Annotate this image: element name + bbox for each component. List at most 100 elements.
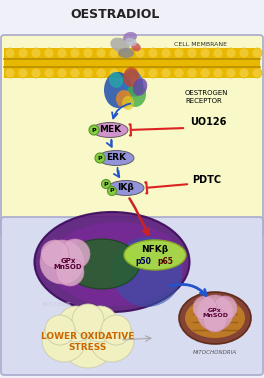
Bar	[4, 48, 260, 78]
Circle shape	[83, 68, 93, 78]
Circle shape	[5, 68, 15, 78]
Circle shape	[70, 68, 80, 78]
Text: GPx
MnSOD: GPx MnSOD	[202, 308, 228, 318]
Circle shape	[60, 312, 116, 368]
Text: P: P	[98, 155, 102, 161]
Ellipse shape	[109, 72, 123, 88]
Circle shape	[57, 48, 67, 58]
Ellipse shape	[98, 150, 134, 166]
Circle shape	[135, 48, 145, 58]
Text: ERK: ERK	[106, 153, 126, 163]
Circle shape	[96, 48, 106, 58]
Circle shape	[82, 306, 118, 342]
Circle shape	[58, 306, 94, 342]
Circle shape	[18, 68, 28, 78]
Ellipse shape	[112, 237, 182, 307]
Circle shape	[252, 48, 262, 58]
Circle shape	[60, 239, 90, 269]
Circle shape	[135, 68, 145, 78]
Ellipse shape	[123, 32, 137, 42]
Circle shape	[5, 48, 15, 58]
Circle shape	[18, 48, 28, 58]
Ellipse shape	[64, 239, 139, 289]
Ellipse shape	[118, 48, 134, 58]
Circle shape	[148, 68, 158, 78]
Text: P: P	[92, 127, 96, 133]
Ellipse shape	[124, 240, 186, 270]
Circle shape	[200, 48, 210, 58]
Circle shape	[109, 48, 119, 58]
Circle shape	[187, 68, 197, 78]
Circle shape	[70, 48, 80, 58]
Text: PDTC: PDTC	[192, 175, 221, 185]
Ellipse shape	[126, 83, 146, 107]
Circle shape	[96, 68, 106, 78]
Circle shape	[161, 68, 171, 78]
Circle shape	[41, 240, 69, 268]
Circle shape	[187, 48, 197, 58]
Text: OESTROGEN
RECEPTOR: OESTROGEN RECEPTOR	[185, 90, 229, 104]
Circle shape	[31, 68, 41, 78]
Ellipse shape	[179, 292, 251, 344]
Circle shape	[31, 48, 41, 58]
Circle shape	[83, 48, 93, 58]
Circle shape	[226, 68, 236, 78]
Ellipse shape	[185, 298, 245, 338]
Circle shape	[161, 48, 171, 58]
Circle shape	[95, 153, 105, 163]
Circle shape	[90, 318, 134, 362]
Circle shape	[40, 240, 84, 284]
Ellipse shape	[123, 67, 139, 87]
Circle shape	[174, 68, 184, 78]
Ellipse shape	[110, 37, 130, 53]
Text: LOWER OXIDATIVE
STRESS: LOWER OXIDATIVE STRESS	[41, 332, 135, 352]
Text: NFKβ: NFKβ	[142, 245, 168, 254]
Ellipse shape	[35, 212, 190, 312]
Ellipse shape	[131, 43, 141, 51]
Circle shape	[203, 308, 227, 332]
Text: MEK: MEK	[99, 125, 121, 135]
Circle shape	[89, 125, 99, 135]
Text: NUCLEUS: NUCLEUS	[42, 302, 72, 307]
Circle shape	[226, 48, 236, 58]
Circle shape	[200, 68, 210, 78]
Circle shape	[197, 295, 233, 331]
Circle shape	[252, 68, 262, 78]
Circle shape	[239, 48, 249, 58]
Circle shape	[193, 296, 217, 320]
Circle shape	[174, 48, 184, 58]
Text: p50: p50	[135, 257, 151, 265]
Circle shape	[239, 68, 249, 78]
FancyBboxPatch shape	[1, 217, 263, 375]
Text: OESTRADIOL: OESTRADIOL	[70, 8, 160, 20]
Circle shape	[44, 68, 54, 78]
Text: MITOCHONDRIA: MITOCHONDRIA	[193, 350, 237, 355]
Circle shape	[122, 68, 132, 78]
Circle shape	[107, 186, 116, 195]
Circle shape	[72, 304, 104, 336]
FancyBboxPatch shape	[1, 35, 263, 236]
Circle shape	[109, 68, 119, 78]
Ellipse shape	[108, 181, 144, 195]
Circle shape	[148, 48, 158, 58]
Ellipse shape	[125, 38, 137, 46]
Circle shape	[213, 48, 223, 58]
Ellipse shape	[122, 96, 134, 110]
Circle shape	[213, 296, 237, 320]
Circle shape	[44, 48, 54, 58]
Text: CELL MEMBRANE: CELL MEMBRANE	[173, 42, 227, 46]
Text: p65: p65	[157, 257, 173, 265]
Circle shape	[213, 68, 223, 78]
Ellipse shape	[116, 90, 132, 108]
Circle shape	[122, 48, 132, 58]
Ellipse shape	[123, 69, 143, 97]
Ellipse shape	[50, 222, 185, 306]
Ellipse shape	[104, 72, 132, 108]
Circle shape	[101, 180, 111, 189]
Circle shape	[42, 318, 86, 362]
Text: UO126: UO126	[190, 117, 226, 127]
Text: IKβ: IKβ	[118, 183, 134, 192]
Text: P: P	[110, 189, 114, 194]
Circle shape	[101, 315, 131, 345]
Circle shape	[57, 68, 67, 78]
